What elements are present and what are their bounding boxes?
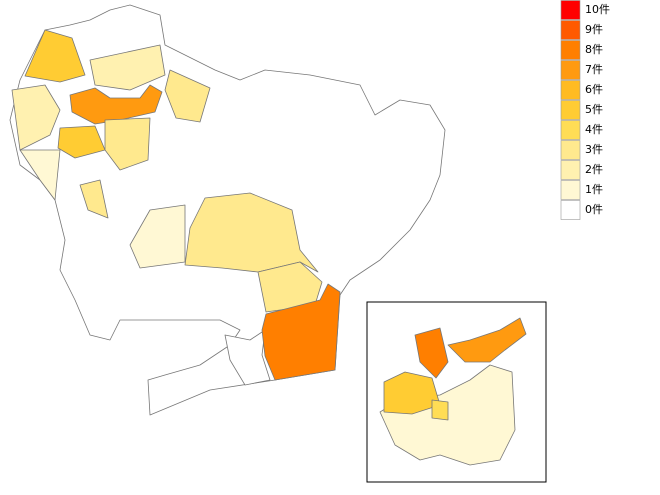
ward [257, 261, 323, 313]
ward [24, 29, 86, 83]
legend-swatch [560, 40, 581, 60]
legend-swatch [560, 180, 581, 200]
ward [164, 69, 211, 123]
legend-label: 3件 [585, 143, 603, 156]
legend-label: 1件 [585, 183, 603, 196]
legend-swatch [560, 140, 581, 160]
legend-swatch [560, 100, 581, 120]
legend-label: 5件 [585, 103, 603, 116]
legend-swatch [560, 20, 581, 40]
ward [414, 327, 449, 379]
inset-map [366, 301, 547, 483]
legend-label: 0件 [585, 203, 603, 216]
ward [224, 329, 271, 386]
ward [69, 84, 163, 125]
legend-swatch [560, 120, 581, 140]
ward [19, 149, 61, 201]
ward [261, 283, 341, 381]
prefecture-map [9, 4, 446, 416]
ward [57, 125, 106, 159]
ward [89, 44, 166, 91]
legend-swatch [560, 160, 581, 180]
legend-label: 8件 [585, 43, 603, 56]
legend-label: 6件 [585, 83, 603, 96]
ward [431, 399, 449, 421]
legend-label: 10件 [585, 3, 610, 16]
ward [104, 117, 151, 171]
ward [447, 317, 527, 363]
legend-swatch [560, 0, 581, 20]
legend: 10件 9件 8件 7件 6件 5件 4件 3件 2件 1件 0件 [560, 0, 610, 220]
legend-label: 9件 [585, 23, 603, 36]
legend-swatch [560, 60, 581, 80]
legend-swatch [560, 80, 581, 100]
ward [79, 179, 109, 219]
inset-frame [366, 301, 547, 483]
legend-swatch [560, 200, 581, 220]
legend-label: 7件 [585, 63, 603, 76]
legend-label: 2件 [585, 163, 603, 176]
ward [129, 204, 186, 269]
ward [11, 84, 61, 151]
legend-label: 4件 [585, 123, 603, 136]
